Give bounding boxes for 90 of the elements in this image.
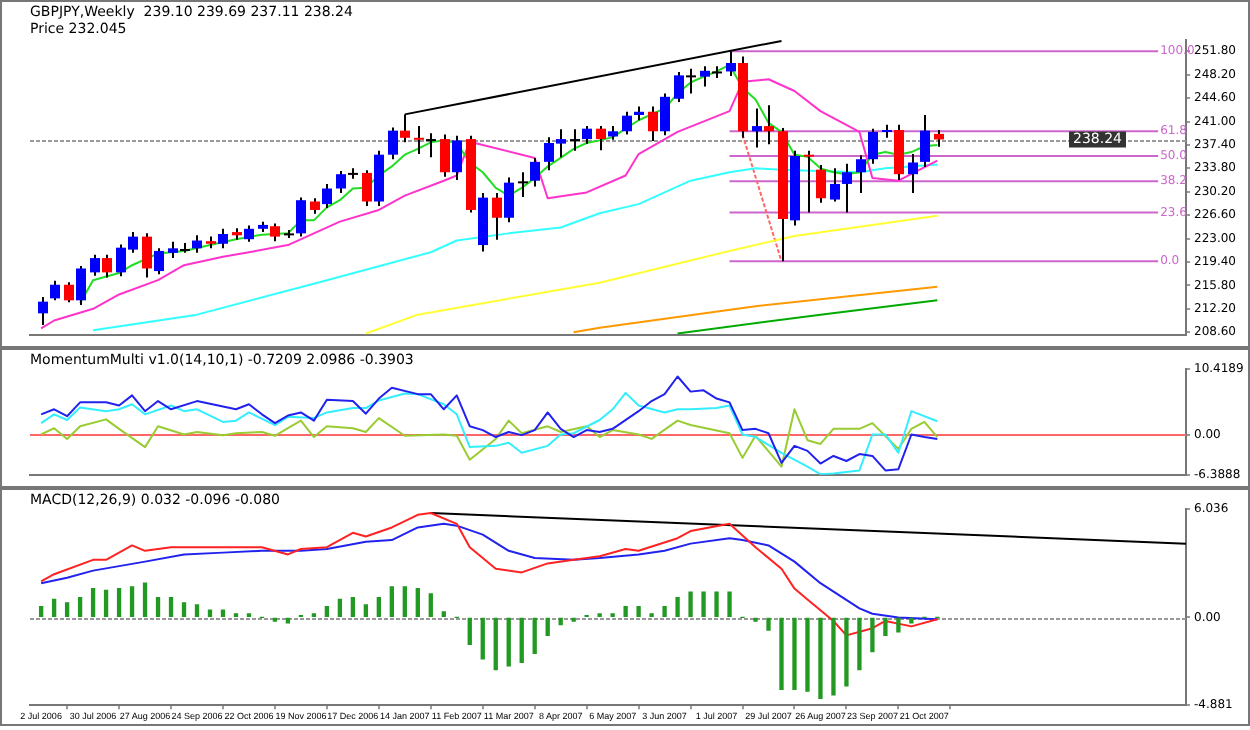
- candlestick: [894, 123, 904, 182]
- candlestick: [478, 192, 488, 253]
- bar: [792, 617, 797, 691]
- bar: [181, 602, 187, 618]
- bar: [506, 617, 511, 667]
- bar: [129, 586, 135, 618]
- candlestick: [868, 127, 878, 165]
- bar: [831, 617, 836, 696]
- bar: [909, 617, 914, 624]
- bar: [376, 596, 381, 618]
- candlestick: [102, 253, 112, 279]
- bar: [779, 617, 784, 691]
- bar: [857, 617, 862, 671]
- bar: [636, 605, 641, 618]
- candlestick: [660, 92, 670, 137]
- candlestick: [530, 156, 540, 188]
- bar: [51, 598, 57, 618]
- candlestick: [440, 133, 450, 178]
- candlestick: [322, 182, 332, 210]
- candlestick: [142, 232, 152, 279]
- candlestick: [816, 164, 826, 204]
- bar: [363, 604, 369, 618]
- bar: [467, 617, 472, 646]
- candlestick: [90, 253, 100, 277]
- candlestick: [374, 149, 384, 208]
- bar: [350, 596, 356, 618]
- bar: [714, 591, 719, 618]
- bar: [545, 617, 550, 637]
- candlestick: [426, 132, 436, 159]
- candlestick: [764, 104, 774, 146]
- bar: [194, 604, 200, 618]
- bar: [623, 605, 628, 618]
- candlestick: [856, 154, 866, 195]
- bar: [168, 596, 174, 618]
- bar: [77, 596, 83, 618]
- bar: [64, 602, 70, 618]
- candlestick: [492, 192, 502, 241]
- candlestick: [50, 279, 60, 302]
- bar: [428, 593, 433, 618]
- candlestick: [64, 281, 74, 304]
- bar: [493, 617, 498, 671]
- candlestick: [752, 107, 762, 149]
- candlestick: [830, 167, 840, 203]
- bar: [883, 617, 888, 637]
- bar: [480, 617, 485, 660]
- candlestick: [452, 134, 462, 182]
- bar: [662, 605, 667, 618]
- bar: [519, 617, 524, 664]
- candlestick: [504, 176, 514, 224]
- bar: [103, 589, 109, 618]
- candlestick: [154, 247, 164, 276]
- bar: [675, 596, 680, 618]
- bar: [116, 587, 122, 618]
- candlestick: [76, 264, 86, 306]
- bar: [727, 591, 732, 618]
- candlestick: [362, 169, 372, 208]
- candlestick: [804, 149, 814, 214]
- candlestick: [388, 126, 398, 161]
- bar: [337, 598, 343, 618]
- bar: [441, 611, 446, 618]
- candlestick: [296, 196, 306, 238]
- candlestick: [622, 110, 632, 136]
- candlestick: [726, 50, 736, 78]
- candlestick: [842, 162, 852, 214]
- bar: [688, 591, 693, 618]
- candlestick: [38, 296, 48, 327]
- bar: [896, 617, 901, 633]
- bar: [155, 596, 161, 618]
- bar: [90, 587, 96, 618]
- bar: [870, 617, 875, 653]
- candlestick: [686, 67, 696, 95]
- bar: [805, 617, 810, 692]
- candlestick: [908, 153, 918, 195]
- candlestick: [648, 105, 658, 143]
- bar: [324, 605, 330, 618]
- candlestick: [570, 128, 580, 152]
- bar: [402, 586, 407, 618]
- candlestick: [596, 125, 606, 152]
- bar: [415, 587, 420, 618]
- bar: [701, 591, 706, 618]
- candlestick: [218, 227, 228, 250]
- bar: [818, 617, 823, 700]
- bar: [142, 582, 148, 618]
- bar: [389, 586, 394, 618]
- candlestick: [518, 171, 528, 198]
- bar: [532, 617, 537, 655]
- bar: [38, 605, 44, 618]
- bar: [844, 617, 849, 687]
- candlestick: [920, 114, 930, 169]
- bar: [766, 617, 771, 631]
